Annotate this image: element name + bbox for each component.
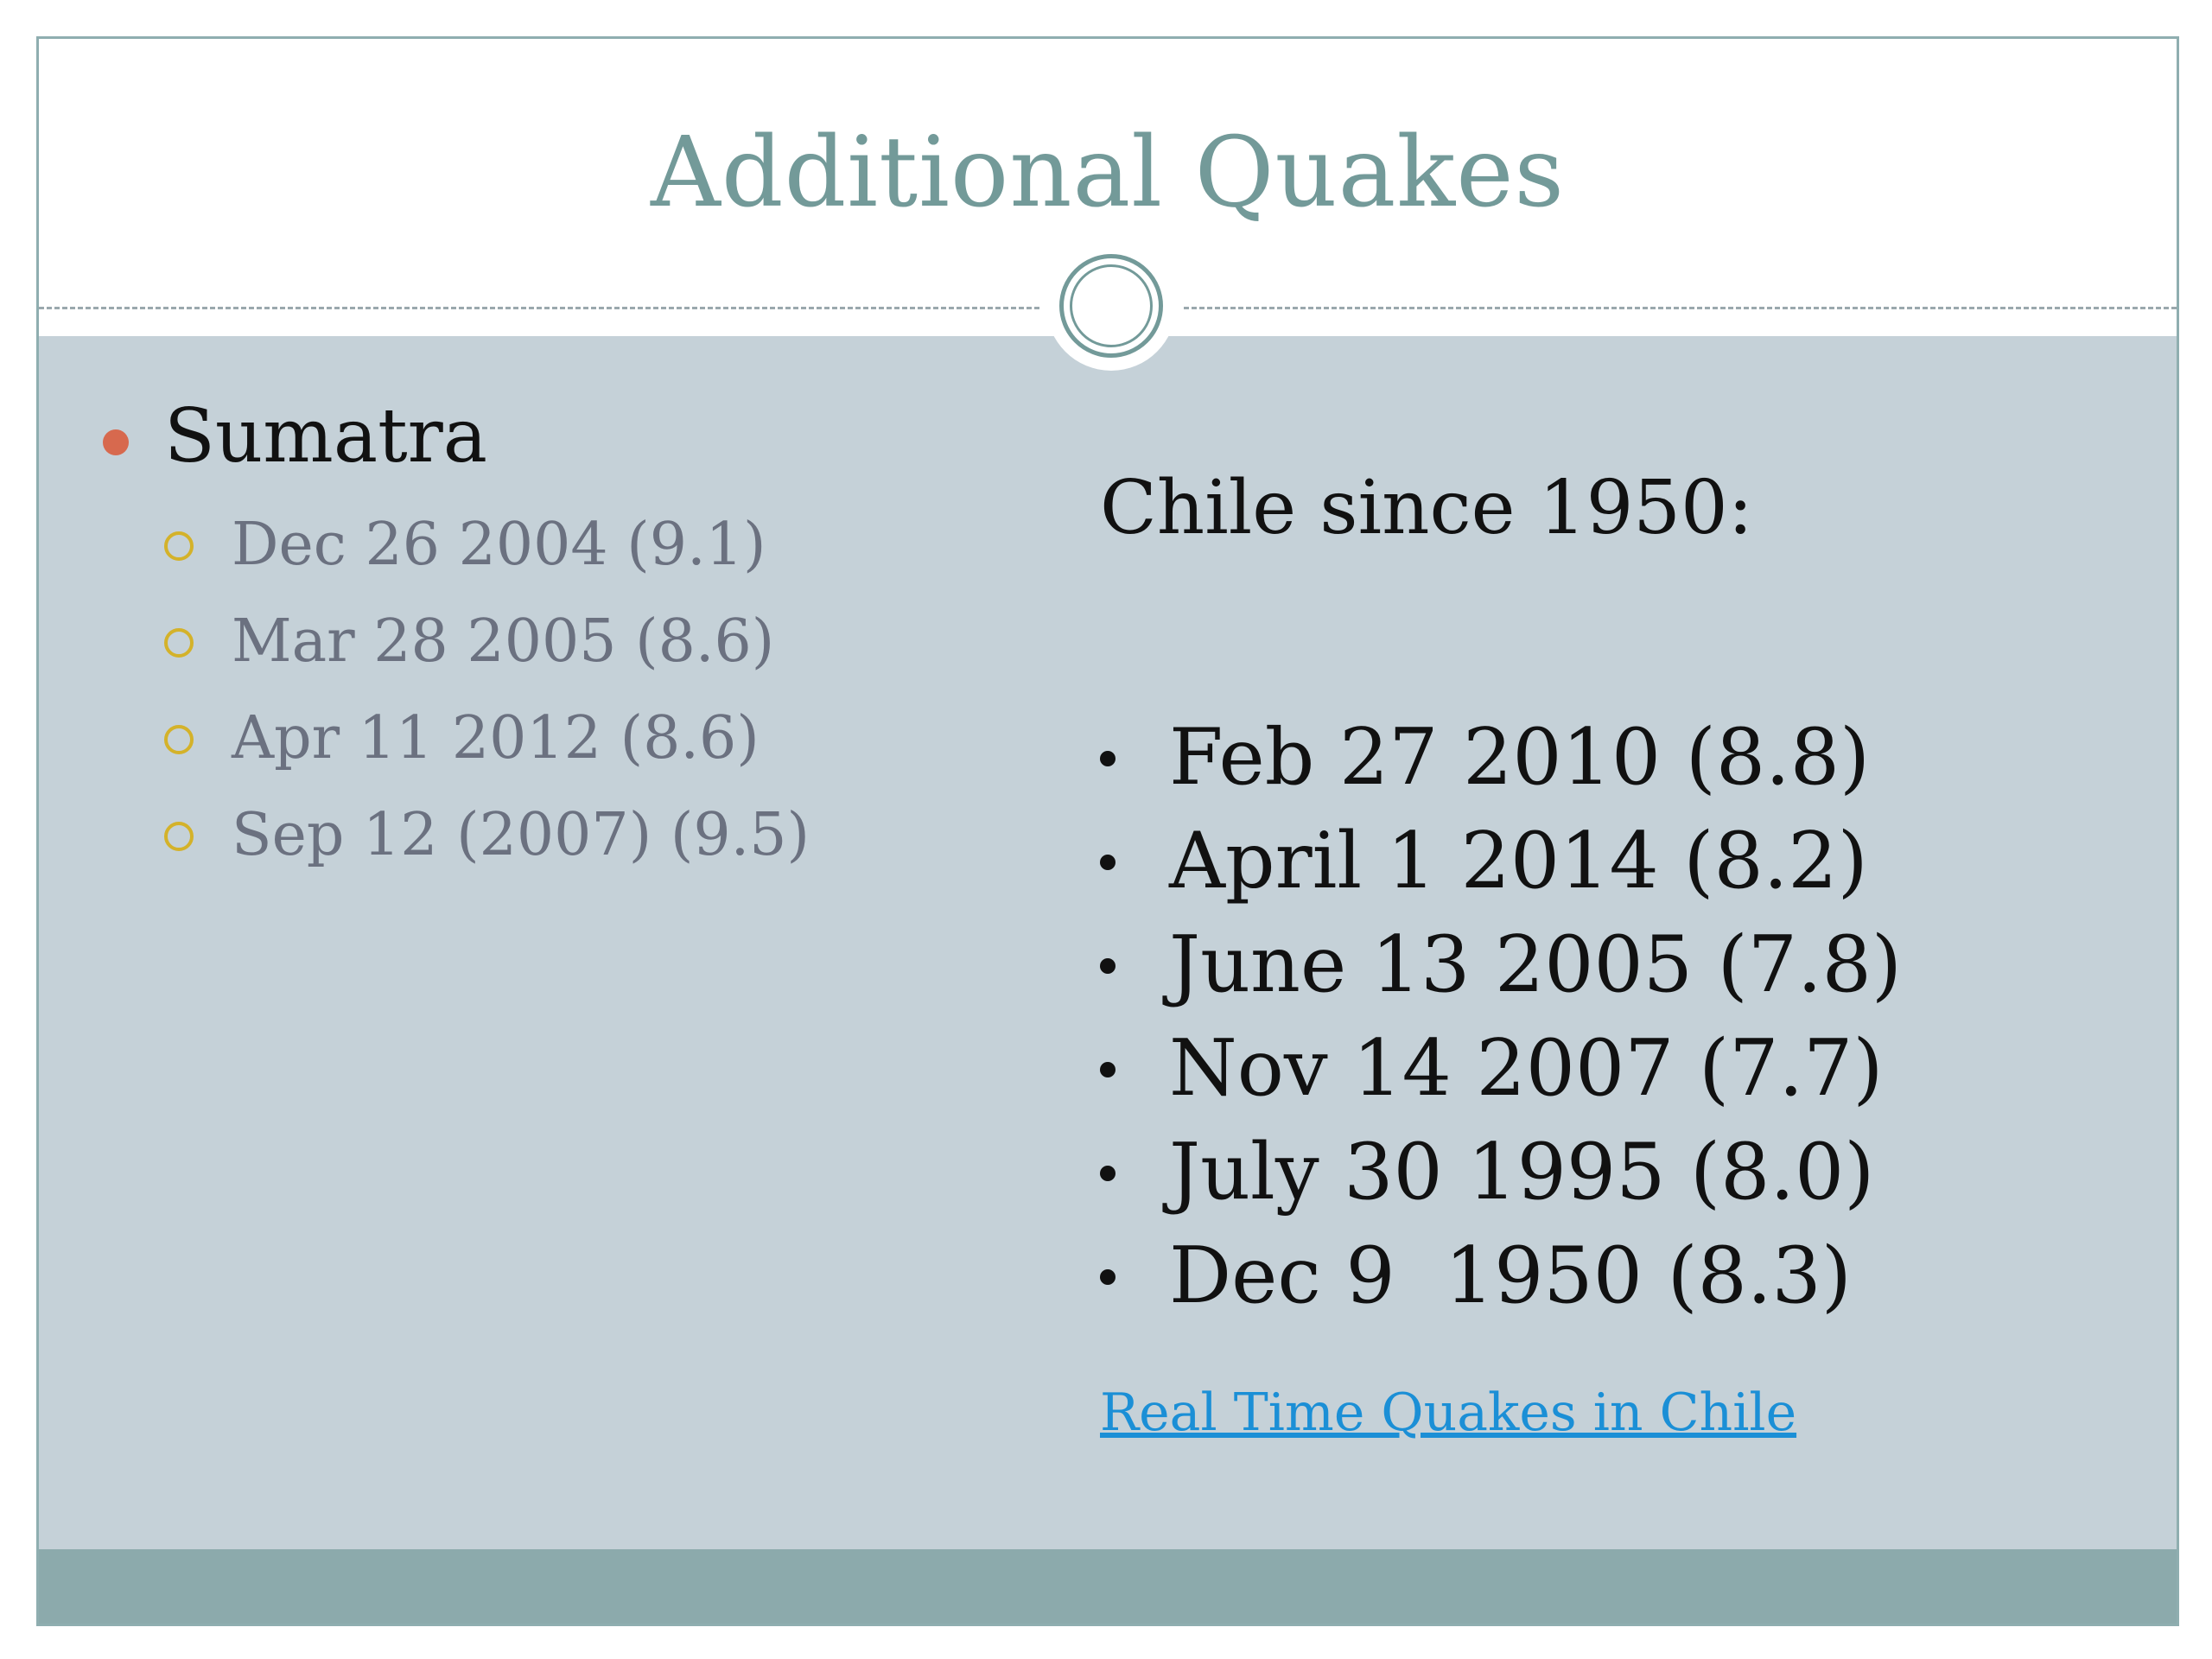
slide-title: Additional Quakes: [650, 117, 1566, 229]
header-divider-left: [39, 307, 1039, 309]
hollow-bullet-icon: [164, 531, 194, 561]
chile-item-text: June 13 2005 (7.8): [1169, 919, 1903, 1010]
sumatra-item-text: Mar 28 2005 (8.6): [232, 607, 775, 676]
dot-bullet-icon: [1100, 1062, 1116, 1077]
real-time-quakes-link[interactable]: Real Time Quakes in Chile: [1100, 1382, 1797, 1443]
dot-bullet-icon: [1100, 958, 1116, 974]
sumatra-item-text: Dec 26 2004 (9.1): [232, 511, 766, 579]
hollow-bullet-icon: [164, 628, 194, 658]
chile-item-text: Feb 27 2010 (8.8): [1169, 712, 1871, 803]
dot-bullet-icon: [1100, 1166, 1116, 1181]
header-divider-right: [1184, 307, 2177, 309]
header-ornament-inner-ring: [1070, 264, 1153, 347]
dot-bullet-icon: [1100, 751, 1116, 766]
hollow-bullet-icon: [164, 725, 194, 754]
chile-item-text: April 1 2014 (8.2): [1169, 816, 1868, 906]
sumatra-item-text: Apr 11 2012 (8.6): [232, 704, 760, 772]
sumatra-item-text: Sep 12 (2007) (9.5): [232, 801, 810, 869]
chile-heading: Chile since 1950:: [1100, 465, 1753, 551]
chile-item-text: Dec 9 1950 (8.3): [1169, 1230, 1852, 1321]
footer-bar: [39, 1549, 2177, 1624]
dot-bullet-icon: [1100, 855, 1116, 870]
slide: Additional Quakes Sumatra Dec 26 2004 (9…: [36, 36, 2179, 1626]
dot-bullet-icon: [1100, 1269, 1116, 1285]
hollow-bullet-icon: [164, 822, 194, 851]
chile-item-text: July 30 1995 (8.0): [1169, 1127, 1875, 1217]
chile-item-text: Nov 14 2007 (7.7): [1169, 1023, 1884, 1114]
level1-bullet-icon: [103, 429, 129, 455]
sumatra-heading: Sumatra: [164, 393, 488, 480]
